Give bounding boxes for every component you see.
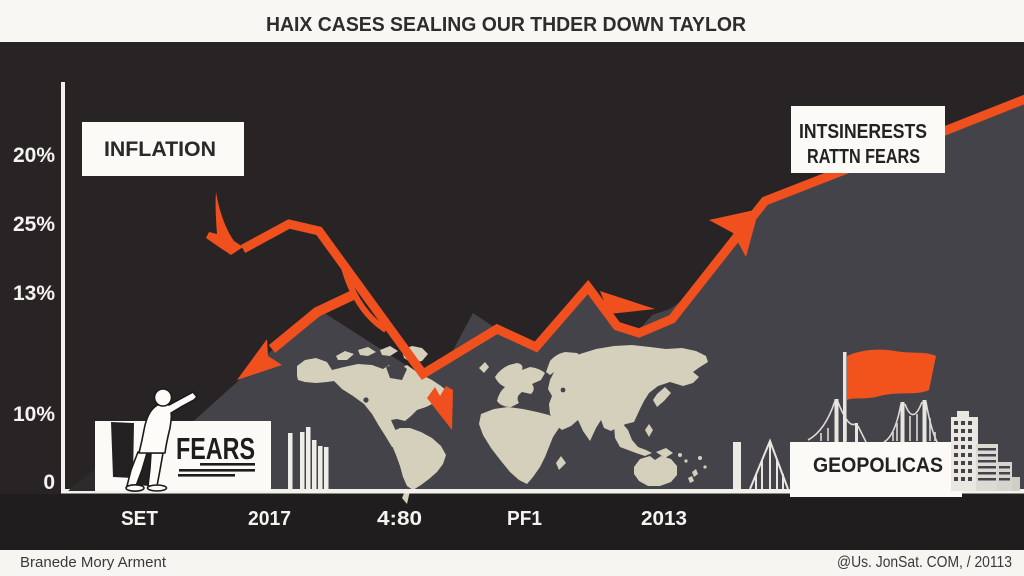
svg-text:0: 0 bbox=[43, 471, 55, 494]
svg-text:INFLATION: INFLATION bbox=[104, 137, 216, 161]
svg-text:Branede Mory Arment: Branede Mory Arment bbox=[20, 554, 167, 571]
svg-text:SET: SET bbox=[121, 507, 158, 530]
svg-text:RATTN FEARS: RATTN FEARS bbox=[807, 145, 920, 168]
svg-text:25%: 25% bbox=[13, 213, 55, 236]
svg-text:PF1: PF1 bbox=[507, 507, 542, 530]
svg-text:10%: 10% bbox=[13, 403, 55, 426]
svg-text:2017: 2017 bbox=[248, 507, 291, 530]
svg-text:@Us. JonSat. COM, / 20113: @Us. JonSat. COM, / 20113 bbox=[837, 554, 1012, 571]
svg-text:HAIX CASES SEALING OUR THDER D: HAIX CASES SEALING OUR THDER DOWN TAYLOR bbox=[266, 13, 746, 36]
svg-text:20%: 20% bbox=[13, 144, 55, 167]
svg-text:FEARS: FEARS bbox=[176, 431, 255, 466]
svg-text:INTSINERESTS: INTSINERESTS bbox=[799, 120, 927, 143]
svg-text:13%: 13% bbox=[13, 282, 55, 305]
svg-text:GEOPOLICAS: GEOPOLICAS bbox=[813, 453, 943, 477]
svg-text:2013: 2013 bbox=[641, 507, 687, 530]
svg-text:4:80: 4:80 bbox=[377, 507, 422, 530]
